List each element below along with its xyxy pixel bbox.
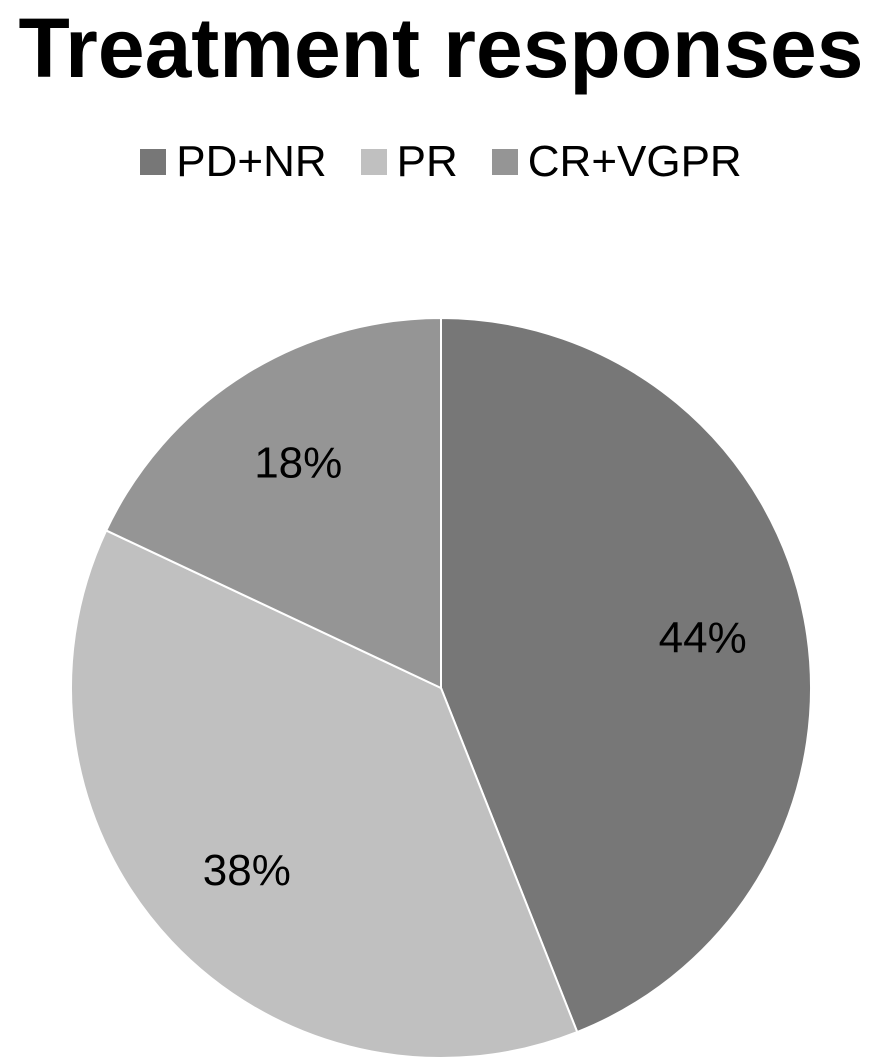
- legend-swatch-cr-vgpr: [491, 149, 518, 175]
- legend-label-cr-vgpr: CR+VGPR: [527, 137, 742, 186]
- pie-slice-pd-nr: [440, 316, 812, 1034]
- legend-item-pd-nr: PD+NR: [140, 137, 327, 187]
- data-label-pr: 38%: [203, 846, 291, 895]
- legend-label-pr: PR: [396, 137, 458, 186]
- pie-data-labels: 44% 38% 18%: [203, 439, 747, 895]
- data-label-cr-vgpr: 18%: [254, 439, 342, 488]
- legend-label-pd-nr: PD+NR: [176, 137, 327, 186]
- pie-slice-pr: [70, 529, 579, 1059]
- pie-slice-cr-vgpr: [104, 316, 442, 690]
- legend-item-pr: PR: [360, 137, 458, 187]
- data-label-pd-nr: 44%: [659, 614, 747, 663]
- chart-title: Treatment responses: [18, 1, 864, 95]
- legend: PD+NR PR CR+VGPR: [0, 134, 882, 190]
- legend-swatch-pd-nr: [140, 149, 167, 175]
- legend-item-cr-vgpr: CR+VGPR: [491, 137, 742, 187]
- legend-swatch-pr: [360, 149, 387, 175]
- pie-slices: [70, 316, 812, 1059]
